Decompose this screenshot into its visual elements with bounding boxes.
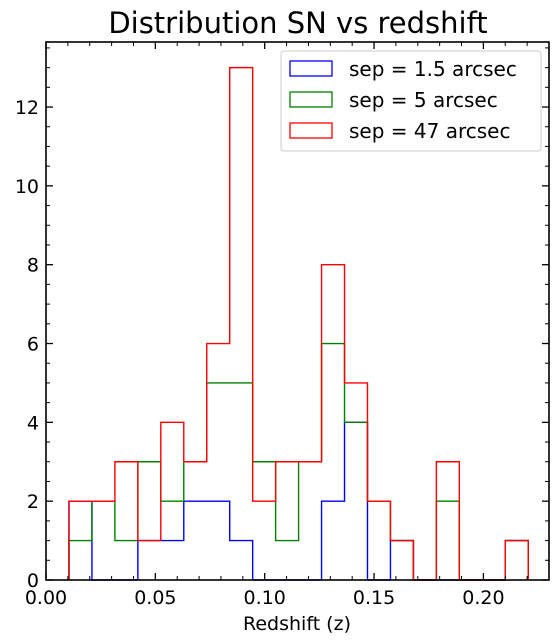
series-1-bin-12: [322, 501, 345, 580]
series-2-bin-12: [322, 344, 345, 580]
series-2-bin-14: [367, 501, 390, 580]
x-axis-label: Redshift (z): [243, 613, 351, 635]
series-3-bin-9: [253, 501, 276, 580]
series-3-bin-11: [299, 462, 322, 580]
series-3-bin-17: [436, 462, 459, 580]
y-tick-label: 6: [27, 334, 39, 356]
series-2-bin-15: [390, 541, 413, 580]
y-tick-label: 2: [27, 491, 39, 513]
legend-box: [280, 50, 542, 152]
series-3-bin-3: [115, 462, 138, 580]
series-2-bin-20: [505, 541, 528, 580]
series-3-bin-20: [505, 541, 528, 580]
legend-label-2: sep = 5 arcsec: [349, 88, 498, 112]
series-1-bin-6: [184, 501, 207, 580]
series-2-bin-2: [92, 501, 115, 580]
y-tick-label: 10: [15, 176, 39, 198]
series-2-bin-9: [253, 462, 276, 580]
series-1-bin-5: [161, 541, 184, 580]
legend-swatch-3: [289, 122, 333, 139]
series-2-bin-7: [207, 383, 230, 580]
x-tick-label: 0.20: [462, 587, 504, 609]
series-3-bin-7: [207, 344, 230, 580]
y-tick-label: 4: [27, 412, 39, 434]
series-2-bin-1: [69, 541, 92, 580]
y-tick-label: 12: [15, 97, 39, 119]
series-2-bin-8: [230, 383, 253, 580]
legend-swatch-1: [289, 60, 333, 77]
x-tick-label: 0.05: [134, 587, 176, 609]
series-3-bin-12: [322, 265, 345, 580]
series-1-bin-13: [345, 422, 368, 580]
y-tick-label: 8: [27, 255, 39, 277]
series-3-bin-4: [138, 541, 161, 580]
plot-frame: [45, 41, 550, 581]
series-3-bin-2: [92, 501, 115, 580]
series-3-bin-15: [390, 541, 413, 580]
series-3-bin-14: [367, 501, 390, 580]
series-1-bin-15: [390, 541, 413, 580]
series-3-bin-10: [276, 462, 299, 580]
x-tick-label: 0.00: [25, 587, 67, 609]
series-2-bin-3: [115, 541, 138, 580]
series-3-bin-6: [184, 462, 207, 580]
legend-label-1: sep = 1.5 arcsec: [349, 57, 517, 81]
series-2-bin-4: [138, 462, 161, 580]
series-3-outline: [68, 66, 529, 581]
y-tick-label: 0: [27, 570, 39, 592]
series-1-bin-7: [207, 501, 230, 580]
legend-swatch-2: [289, 91, 333, 108]
series-2-bin-13: [345, 422, 368, 580]
series-3-group: [68, 66, 529, 581]
series-1-bin-4: [138, 541, 161, 580]
legend-label-3: sep = 47 arcsec: [349, 119, 510, 143]
series-2-bin-11: [299, 462, 322, 580]
series-2-bin-10: [276, 541, 299, 580]
series-2-bin-6: [184, 462, 207, 580]
chart-title: Distribution SN vs redshift: [108, 6, 487, 40]
x-tick-label: 0.10: [244, 587, 286, 609]
series-1-bin-8: [230, 541, 253, 580]
legend: sep = 1.5 arcsec sep = 5 arcsec sep = 47 a…: [280, 50, 542, 152]
x-tick-label: 0.15: [353, 587, 395, 609]
series-3-bin-13: [345, 383, 368, 580]
series-3-bin-8: [230, 68, 253, 580]
series-2-bin-17: [436, 501, 459, 580]
series-1-bin-20: [505, 541, 528, 580]
